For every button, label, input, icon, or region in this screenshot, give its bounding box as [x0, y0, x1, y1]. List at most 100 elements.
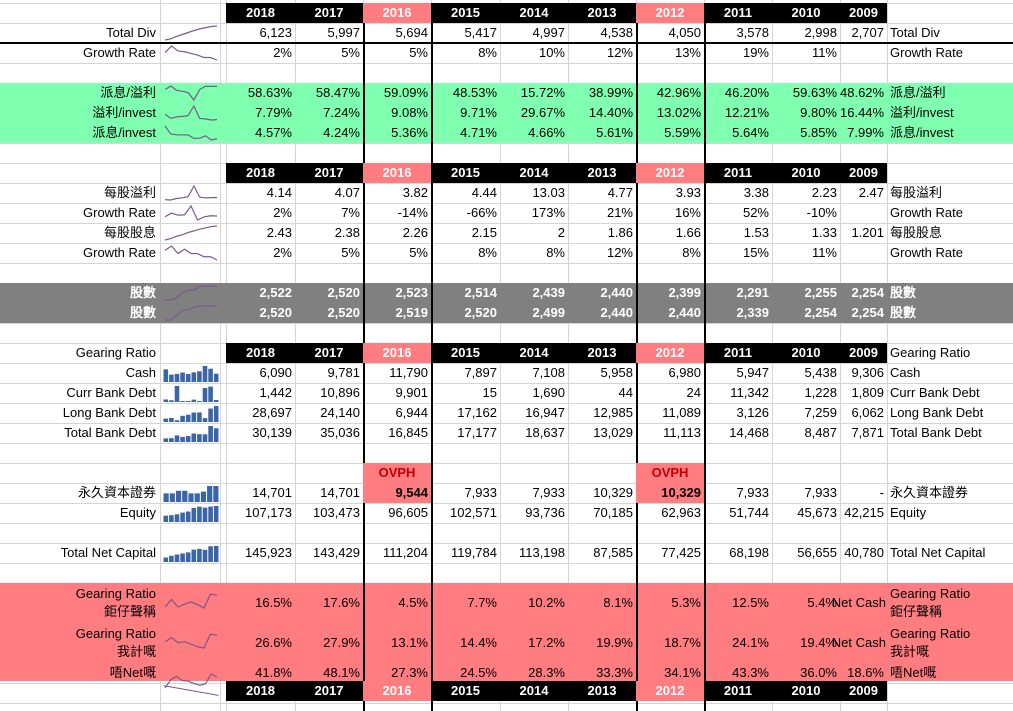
year-header-2016[interactable]: 2016: [363, 163, 431, 183]
cell-div_growth-2018[interactable]: 2%: [273, 45, 292, 60]
cell-profit_invest-2015[interactable]: 9.71%: [460, 105, 497, 120]
year-header-2011[interactable]: 2011: [704, 163, 772, 183]
cell-total_div-2018[interactable]: 6,123: [259, 25, 292, 40]
cell-div_invest-2017[interactable]: 4.24%: [323, 125, 360, 140]
cell-total_debt-2010[interactable]: 8,487: [804, 425, 837, 440]
cell-long_debt-2011[interactable]: 3,126: [736, 405, 769, 420]
year-header-2014[interactable]: 2014: [500, 163, 568, 183]
cell-equity-2016[interactable]: 96,605: [388, 505, 428, 520]
cell-div_invest-2009[interactable]: 7.99%: [847, 125, 884, 140]
cell-equity-2009[interactable]: 42,215: [844, 505, 884, 520]
year-header-2017[interactable]: 2017: [295, 3, 363, 23]
cell-gear1-2017[interactable]: 17.6%: [323, 595, 360, 610]
cell-payout-2015[interactable]: 48.53%: [452, 85, 497, 100]
year-header-2012[interactable]: 2012: [636, 163, 704, 183]
cell-gear3-2018[interactable]: 41.8%: [255, 665, 292, 680]
cell-gear3-2013[interactable]: 33.3%: [596, 665, 633, 680]
cell-gear2-2011[interactable]: 24.1%: [732, 635, 769, 650]
year-header-2014[interactable]: 2014: [500, 3, 568, 23]
cell-div_invest-2010[interactable]: 5.85%: [800, 125, 837, 140]
cell-total_div-2015[interactable]: 5,417: [464, 25, 497, 40]
year-header-2018[interactable]: 2018: [226, 343, 295, 363]
cell-long_debt-2012[interactable]: 11,089: [662, 405, 701, 420]
year-header-2010[interactable]: 2010: [772, 163, 840, 183]
cell-perp-2009[interactable]: -: [879, 485, 884, 500]
cell-gear1-2013[interactable]: 8.1%: [603, 595, 633, 610]
cell-total_debt-2014[interactable]: 18,637: [525, 425, 565, 440]
cell-cash-2016[interactable]: 11,790: [389, 365, 428, 380]
cell-long_debt-2017[interactable]: 24,140: [320, 405, 360, 420]
cell-div_invest-2016[interactable]: 5.36%: [391, 125, 428, 140]
cell-dps-2012[interactable]: 1.66: [675, 225, 701, 240]
cell-total_debt-2015[interactable]: 17,177: [457, 425, 497, 440]
cell-curr_debt-2010[interactable]: 1,228: [804, 385, 837, 400]
cell-dps-2009[interactable]: 1.201: [851, 225, 884, 240]
year-header-2012[interactable]: 2012: [636, 681, 704, 701]
cell-gear1-2016[interactable]: 4.5%: [398, 595, 428, 610]
cell-gear2-2010[interactable]: 19.4%: [800, 635, 837, 650]
year-header-2013[interactable]: 2013: [568, 163, 636, 183]
cell-net_capital-2018[interactable]: 145,923: [245, 545, 292, 560]
cell-gear3-2017[interactable]: 48.1%: [323, 665, 360, 680]
cell-div_growth-2010[interactable]: 11%: [811, 45, 837, 60]
cell-net_capital-2011[interactable]: 68,198: [729, 545, 769, 560]
year-header-2015[interactable]: 2015: [431, 681, 500, 701]
cell-div_growth-2017[interactable]: 5%: [341, 45, 360, 60]
cell-net_capital-2015[interactable]: 119,784: [450, 545, 497, 560]
year-header-2011[interactable]: 2011: [704, 343, 772, 363]
cell-perp-2013[interactable]: 10,329: [593, 485, 633, 500]
cell-payout-2014[interactable]: 15.72%: [520, 85, 565, 100]
cell-eps_growth-2010[interactable]: -10%: [806, 205, 837, 220]
cell-payout-2012[interactable]: 42.96%: [656, 85, 701, 100]
year-header-2012[interactable]: 2012: [636, 343, 704, 363]
cell-dps-2010[interactable]: 1.33: [811, 225, 837, 240]
cell-equity-2011[interactable]: 51,744: [729, 505, 769, 520]
year-header-2012[interactable]: 2012: [636, 3, 704, 23]
cell-shares1-2011[interactable]: 2,291: [736, 285, 769, 300]
cell-shares2-2010[interactable]: 2,254: [804, 305, 837, 320]
year-header-2009[interactable]: 2009: [840, 163, 887, 183]
cell-eps_growth-2012[interactable]: 16%: [674, 205, 701, 220]
cell-profit_invest-2013[interactable]: 14.40%: [588, 105, 633, 120]
year-header-2013[interactable]: 2013: [568, 3, 636, 23]
year-header-2015[interactable]: 2015: [431, 3, 500, 23]
cell-payout-2017[interactable]: 58.47%: [315, 85, 360, 100]
cell-eps_growth-2017[interactable]: 7%: [341, 205, 360, 220]
year-header-2016[interactable]: 2016: [363, 343, 431, 363]
cell-div_growth-2012[interactable]: 13%: [674, 45, 701, 60]
cell-eps_growth-2016[interactable]: -14%: [397, 205, 428, 220]
cell-equity-2015[interactable]: 102,571: [450, 505, 497, 520]
cell-div_invest-2012[interactable]: 5.59%: [664, 125, 701, 140]
cell-long_debt-2009[interactable]: 6,062: [851, 405, 884, 420]
cell-eps_growth-2018[interactable]: 2%: [273, 205, 292, 220]
year-header-2011[interactable]: 2011: [704, 3, 772, 23]
cell-equity-2013[interactable]: 70,185: [593, 505, 633, 520]
cell-total_div-2012[interactable]: 4,050: [668, 25, 701, 40]
cell-gear2-2017[interactable]: 27.9%: [323, 635, 360, 650]
cell-profit_invest-2018[interactable]: 7.79%: [255, 105, 292, 120]
cell-perp-2011[interactable]: 7,933: [736, 485, 769, 500]
cell-curr_debt-2016[interactable]: 9,901: [395, 385, 428, 400]
cell-total_debt-2017[interactable]: 35,036: [320, 425, 360, 440]
cell-gear1-2014[interactable]: 10.2%: [528, 595, 565, 610]
cell-perp-2016[interactable]: 9,544: [363, 483, 428, 503]
cell-cash-2018[interactable]: 6,090: [259, 365, 292, 380]
cell-curr_debt-2014[interactable]: 1,690: [532, 385, 565, 400]
cell-long_debt-2014[interactable]: 16,947: [525, 405, 565, 420]
cell-dps-2017[interactable]: 2.38: [334, 225, 360, 240]
cell-profit_invest-2011[interactable]: 12.21%: [724, 105, 769, 120]
cell-payout-2011[interactable]: 46.20%: [724, 85, 769, 100]
cell-equity-2010[interactable]: 45,673: [797, 505, 837, 520]
cell-profit_invest-2012[interactable]: 13.02%: [656, 105, 701, 120]
cell-total_div-2016[interactable]: 5,694: [395, 25, 428, 40]
cell-eps_growth-2009[interactable]: [840, 203, 884, 223]
cell-dps-2014[interactable]: 2: [557, 225, 565, 240]
year-header-2010[interactable]: 2010: [772, 3, 840, 23]
cell-shares1-2009[interactable]: 2,254: [851, 285, 884, 300]
cell-gear2-2014[interactable]: 17.2%: [528, 635, 565, 650]
cell-div_invest-2013[interactable]: 5.61%: [596, 125, 633, 140]
cell-total_div-2017[interactable]: 5,997: [327, 25, 360, 40]
cell-dps_growth-2011[interactable]: 15%: [742, 245, 769, 260]
cell-eps-2013[interactable]: 4.77: [607, 185, 633, 200]
cell-profit_invest-2010[interactable]: 9.80%: [800, 105, 837, 120]
